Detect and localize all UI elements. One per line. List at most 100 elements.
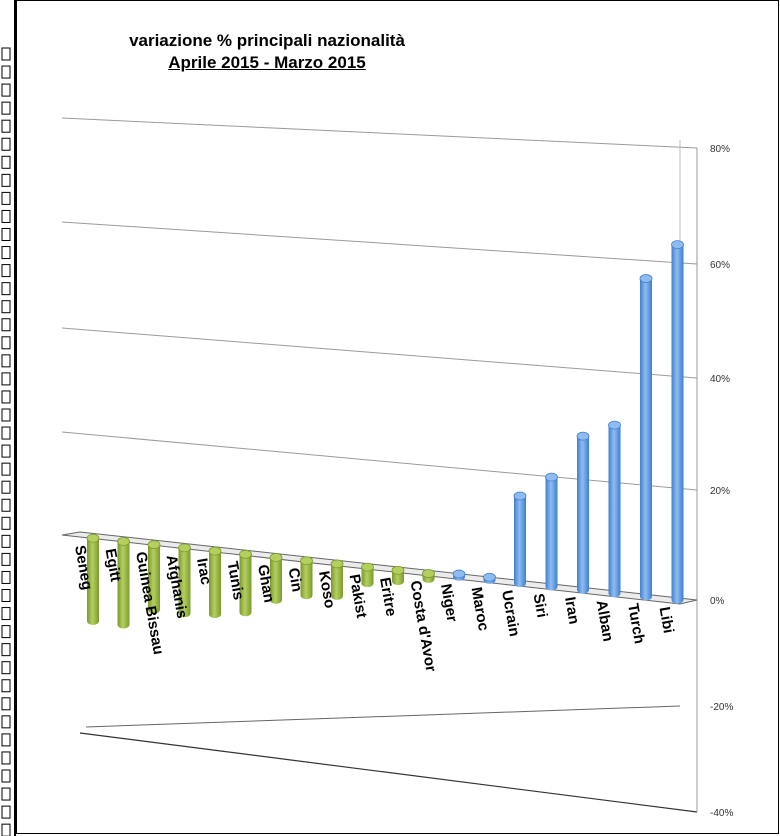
left-strip-cell	[1, 625, 11, 639]
bar	[178, 543, 191, 618]
left-strip-cell	[1, 751, 11, 765]
bar-body	[148, 544, 160, 610]
bar	[117, 537, 130, 629]
bar-cap-top	[178, 543, 191, 553]
bar	[452, 569, 466, 581]
bar-cap-bottom	[608, 589, 621, 598]
category-label: Costa d'Avor	[407, 579, 440, 673]
left-strip-cell	[1, 570, 11, 584]
bar	[608, 420, 621, 598]
y-tick-label: 20%	[710, 486, 730, 497]
bar-series	[86, 240, 684, 629]
left-strip-cells	[1, 47, 11, 836]
left-strip-cell	[1, 119, 11, 133]
y-tick-label: -20%	[710, 702, 733, 713]
left-strip-cell	[1, 228, 11, 241]
bar-cap-bottom	[514, 579, 526, 588]
gridline	[61, 221, 698, 265]
bar	[422, 569, 435, 583]
left-strip-cell	[1, 697, 11, 711]
left-strip-cell	[1, 480, 11, 494]
bar-cap-top	[300, 556, 313, 566]
left-strip-cell	[1, 209, 11, 223]
category-label: Cin	[285, 566, 306, 593]
bar-body	[270, 557, 282, 600]
bar-cap-top	[422, 569, 435, 578]
left-strip-column	[0, 0, 16, 836]
left-strip-cell	[1, 444, 11, 458]
chart-title: variazione % principali nazionalità	[129, 31, 405, 50]
bar-body	[608, 425, 621, 594]
left-strip-cell	[1, 264, 11, 278]
bar-cap-top	[671, 240, 684, 250]
category-label: Libi	[656, 605, 677, 634]
bar-body	[300, 560, 313, 596]
left-strip-cell	[1, 173, 11, 187]
bar-body	[87, 538, 99, 621]
left-strip-cell	[1, 643, 11, 657]
bar	[545, 472, 558, 591]
bar-body	[671, 244, 684, 600]
bar	[391, 565, 405, 586]
left-strip-cell	[1, 498, 11, 512]
bar-cap-top	[330, 559, 344, 569]
bar	[86, 533, 100, 625]
category-label: Ghan	[254, 563, 277, 604]
bar-cap-top	[452, 569, 466, 579]
bar-body	[331, 563, 343, 596]
bar-cap-bottom	[577, 585, 589, 594]
bar-cap-top	[269, 553, 283, 562]
bar-cap-bottom	[300, 591, 313, 600]
left-strip-cell	[1, 47, 11, 61]
bar-body	[239, 554, 252, 613]
bar-cap-bottom	[239, 608, 252, 617]
category-label: Niger	[437, 582, 460, 623]
bar	[576, 431, 590, 594]
bar-cap-bottom	[545, 582, 558, 591]
left-strip-cell	[1, 516, 11, 530]
left-strip-cell	[1, 769, 11, 783]
category-label: Alban	[593, 599, 617, 643]
category-label: Eritre	[376, 576, 400, 618]
bar	[239, 549, 252, 617]
bar	[361, 562, 374, 588]
left-strip-cell	[1, 589, 11, 602]
bar-cap-top	[608, 420, 621, 430]
bar-body	[545, 477, 558, 587]
bar-body	[640, 278, 652, 597]
left-strip-cell	[1, 607, 11, 621]
left-strip-cell	[1, 246, 11, 260]
left-strip-cell	[1, 462, 11, 476]
left-strip-cell	[1, 661, 11, 675]
bar-cap-bottom	[392, 577, 404, 586]
left-strip-cell	[1, 408, 11, 422]
bar-cap-bottom	[331, 591, 343, 600]
bar	[147, 540, 161, 614]
bar-cap-bottom	[671, 595, 684, 604]
bar-cap-top	[117, 537, 130, 546]
bar-cap-top	[361, 562, 374, 572]
left-strip-cell	[1, 372, 11, 386]
bar	[483, 572, 496, 584]
left-strip-cell	[1, 191, 11, 205]
floor-line-back	[79, 732, 698, 813]
gridline	[61, 327, 698, 379]
bar	[671, 240, 684, 604]
bar-cap-bottom	[148, 605, 160, 614]
left-strip-cell	[1, 282, 11, 296]
left-strip-cell	[1, 137, 11, 151]
y-tick-label: 40%	[710, 374, 730, 385]
bar-cap-bottom	[87, 616, 99, 625]
bar	[639, 274, 653, 601]
bar-cap-top	[391, 565, 405, 575]
bar-cap-top	[483, 572, 496, 582]
category-label: Siri	[530, 592, 551, 619]
category-label: Egitt	[102, 547, 125, 583]
bar-body	[577, 436, 589, 590]
left-strip-cell	[1, 733, 11, 747]
bar-body	[209, 551, 221, 615]
bar-cap-top	[576, 431, 590, 441]
left-strip-cell	[1, 805, 11, 819]
gridline	[61, 117, 698, 149]
bar-cap-bottom	[178, 609, 191, 618]
